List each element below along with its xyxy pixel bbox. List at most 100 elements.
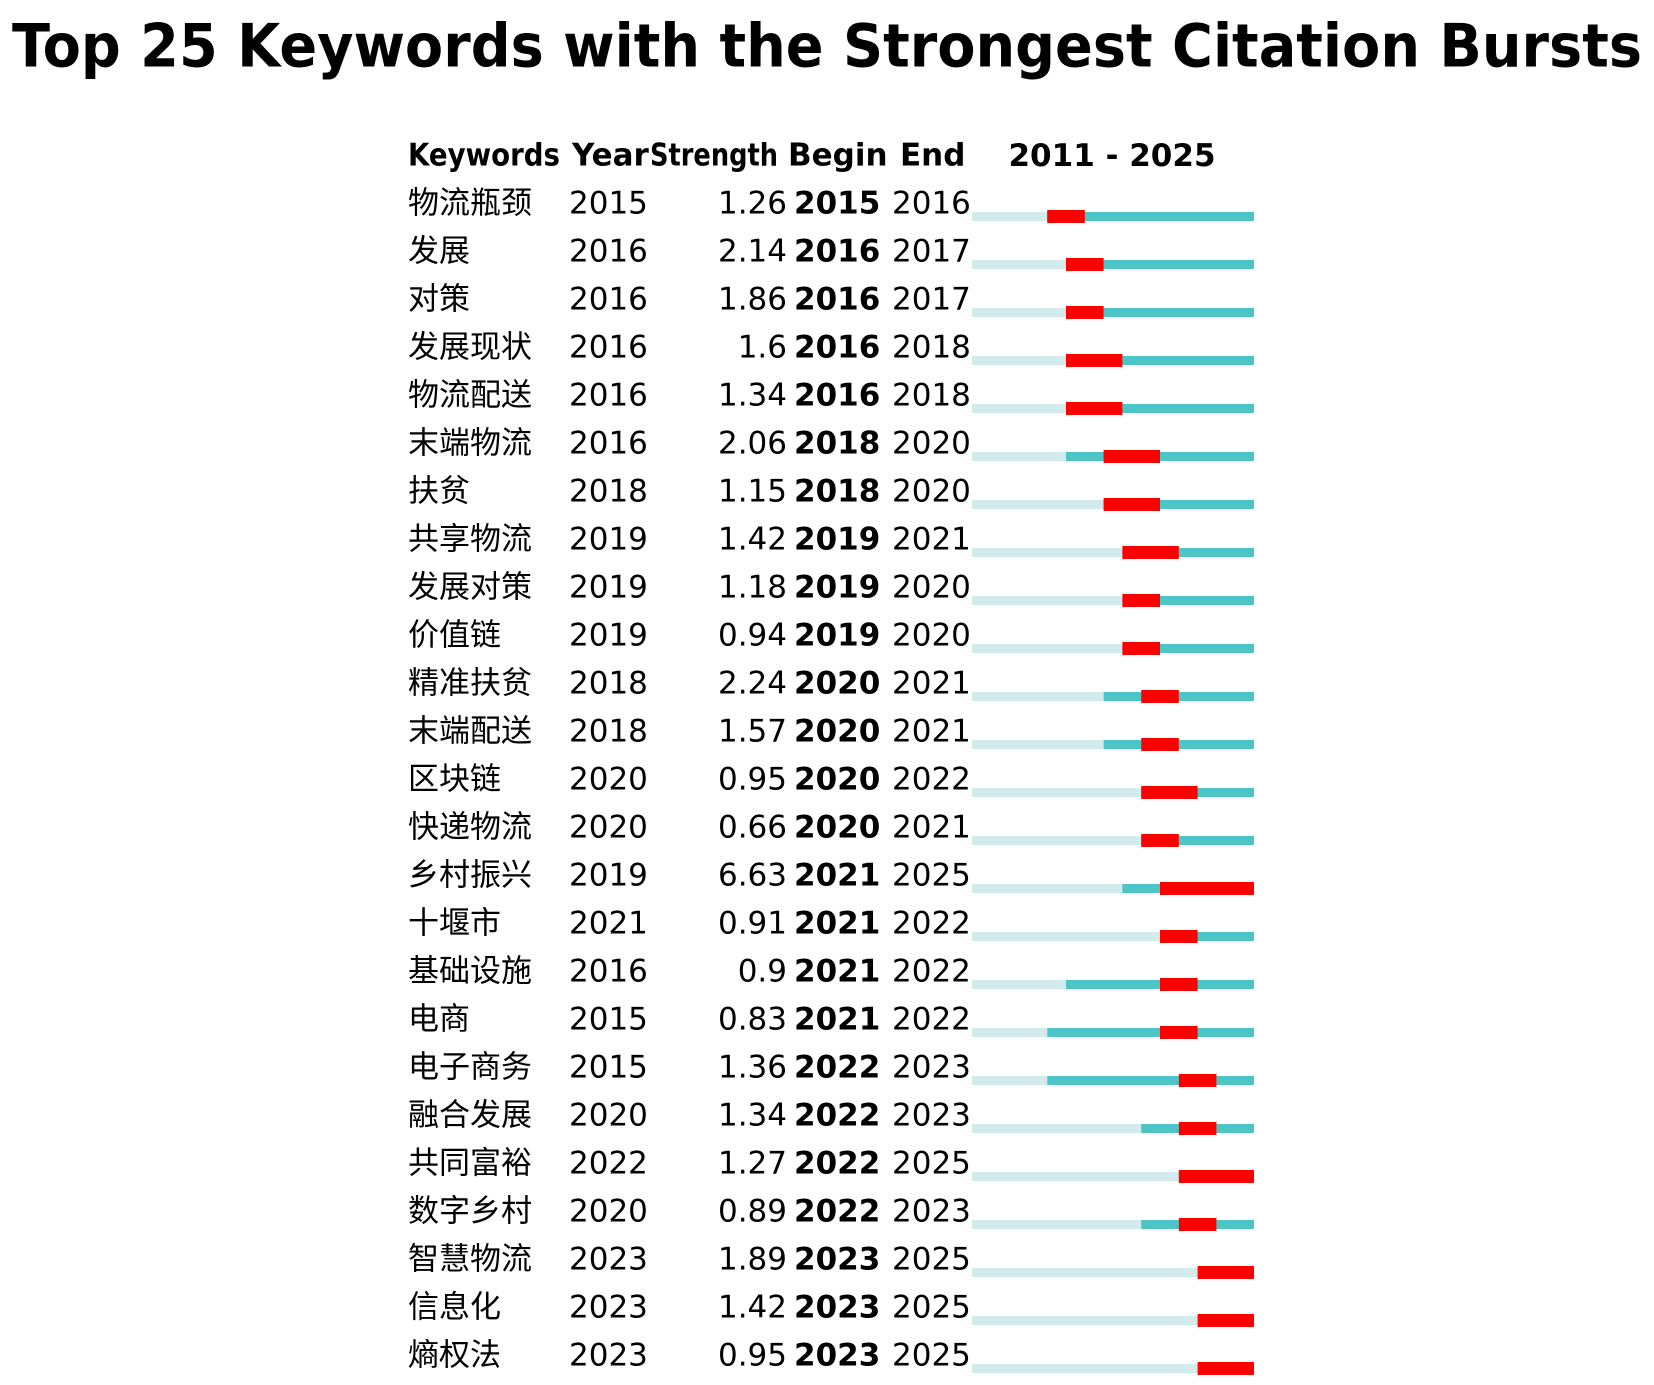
timeline-after <box>1141 836 1254 845</box>
timeline-before <box>972 788 1142 797</box>
year: 2016 <box>569 282 648 318</box>
timeline-before <box>972 740 1104 749</box>
timeline-after <box>1122 644 1254 653</box>
end: 2022 <box>892 762 971 798</box>
year: 2016 <box>569 954 648 990</box>
timeline-before <box>972 308 1066 317</box>
timeline-before <box>972 1364 1198 1373</box>
timeline-before <box>972 452 1066 461</box>
end: 2020 <box>892 426 971 462</box>
timeline-before <box>972 1028 1048 1037</box>
timeline-after <box>1066 356 1254 365</box>
strength: 1.6 <box>738 330 787 366</box>
burst <box>1066 306 1104 319</box>
end: 2021 <box>892 714 971 750</box>
strength: 1.42 <box>718 522 787 558</box>
timeline-before <box>972 1172 1179 1181</box>
begin: 2023 <box>794 1242 880 1278</box>
end: 2017 <box>892 282 971 318</box>
burst <box>1103 450 1160 463</box>
strength: 0.89 <box>718 1194 787 1230</box>
timeline-before <box>972 548 1123 557</box>
end: 2023 <box>892 1050 971 1086</box>
burst <box>1160 930 1198 943</box>
burst <box>1141 690 1179 703</box>
year: 2023 <box>569 1290 648 1326</box>
header-year: Year <box>571 138 650 174</box>
keyword: 发展现状 <box>408 330 532 366</box>
range-separator: - <box>1106 138 1119 174</box>
strength: 1.34 <box>718 378 787 414</box>
burst <box>1178 1074 1217 1087</box>
burst <box>1197 1362 1254 1375</box>
strength: 1.57 <box>718 714 787 750</box>
keyword: 扶贫 <box>408 474 470 510</box>
keyword: 熵权法 <box>408 1338 501 1374</box>
header-begin: Begin <box>788 138 888 174</box>
year: 2018 <box>569 666 648 702</box>
begin: 2016 <box>794 330 880 366</box>
header-keywords: Keywords <box>408 138 560 174</box>
keyword: 信息化 <box>408 1290 501 1326</box>
begin: 2015 <box>794 186 880 222</box>
strength: 0.83 <box>718 1002 787 1038</box>
keyword: 电子商务 <box>408 1050 532 1086</box>
end: 2025 <box>892 1242 971 1278</box>
timeline-after <box>1066 260 1254 269</box>
burst <box>1197 1266 1254 1279</box>
burst <box>1160 978 1198 991</box>
keyword: 物流配送 <box>408 378 532 414</box>
keyword: 融合发展 <box>408 1098 532 1134</box>
keyword: 共同富裕 <box>408 1146 532 1182</box>
end: 2020 <box>892 618 971 654</box>
strength: 2.06 <box>718 426 787 462</box>
strength: 6.63 <box>718 858 787 894</box>
end: 2023 <box>892 1194 971 1230</box>
timeline-before <box>972 1076 1048 1085</box>
year: 2023 <box>569 1338 648 1374</box>
keyword: 发展对策 <box>408 570 532 606</box>
header-strength: Strength <box>650 138 778 174</box>
timeline-before <box>972 836 1142 845</box>
begin: 2021 <box>794 1002 880 1038</box>
begin: 2021 <box>794 858 880 894</box>
year: 2016 <box>569 330 648 366</box>
end: 2020 <box>892 474 971 510</box>
end: 2022 <box>892 1002 971 1038</box>
timeline-before <box>972 1316 1198 1325</box>
end: 2021 <box>892 522 971 558</box>
begin: 2022 <box>794 1050 880 1086</box>
keyword: 快递物流 <box>408 810 532 846</box>
timeline-before <box>972 644 1123 653</box>
timeline-before <box>972 1268 1198 1277</box>
strength: 1.89 <box>718 1242 787 1278</box>
timeline-before <box>972 692 1104 701</box>
keyword: 发展 <box>408 234 470 270</box>
timeline-after <box>1047 1028 1254 1037</box>
begin: 2019 <box>794 522 880 558</box>
strength: 1.86 <box>718 282 787 318</box>
year: 2018 <box>569 714 648 750</box>
timeline-before <box>972 500 1104 509</box>
strength: 0.94 <box>718 618 787 654</box>
keyword: 十堰市 <box>408 906 501 942</box>
burst <box>1141 786 1198 799</box>
year: 2020 <box>569 810 648 846</box>
burst <box>1047 210 1085 223</box>
end: 2023 <box>892 1098 971 1134</box>
begin: 2022 <box>794 1194 880 1230</box>
timeline-before <box>972 356 1066 365</box>
year: 2015 <box>569 1050 648 1086</box>
year: 2016 <box>569 426 648 462</box>
strength: 2.14 <box>718 234 787 270</box>
end: 2025 <box>892 1146 971 1182</box>
title: Top 25 Keywords with the Strongest Citat… <box>12 12 1642 82</box>
year: 2021 <box>569 906 648 942</box>
strength: 0.91 <box>718 906 787 942</box>
keyword: 智慧物流 <box>408 1242 532 1278</box>
begin: 2022 <box>794 1146 880 1182</box>
strength: 1.36 <box>718 1050 787 1086</box>
end: 2021 <box>892 666 971 702</box>
year: 2015 <box>569 186 648 222</box>
